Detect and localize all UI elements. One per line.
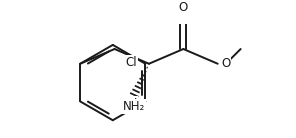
Text: NH₂: NH₂ <box>123 100 145 113</box>
Text: O: O <box>179 1 188 14</box>
Text: I: I <box>134 97 137 110</box>
Text: Cl: Cl <box>126 56 137 69</box>
Text: O: O <box>221 57 230 70</box>
